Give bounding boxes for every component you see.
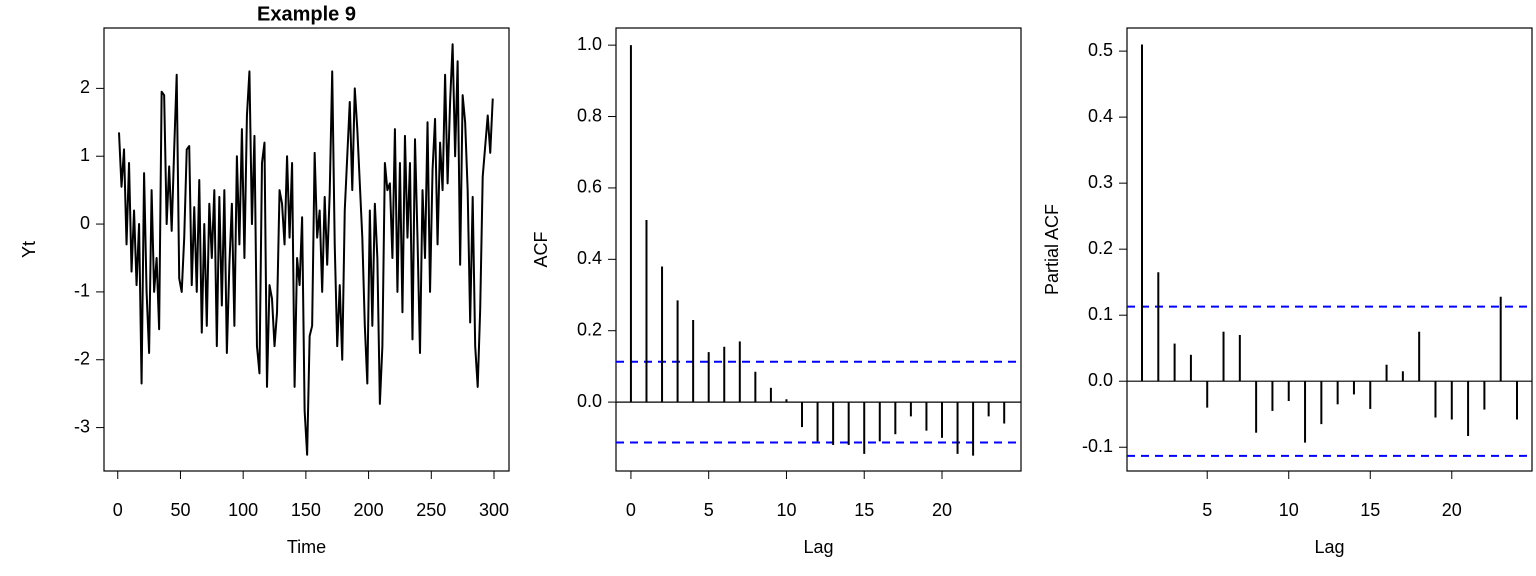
y-tick-label: 0.2 [577,319,602,339]
x-tick-label: 20 [1442,500,1462,520]
y-tick-label: 0.4 [1088,106,1113,126]
y-axis-label: Yt [19,241,39,258]
x-axis-label: Lag [803,537,833,557]
x-tick-label: 0 [626,500,636,520]
x-tick-label: 300 [479,500,509,520]
y-tick-label: 0.8 [577,105,602,125]
y-tick-label: 0.0 [1088,370,1113,390]
y-tick-label: 2 [80,77,90,97]
y-axis-label: Partial ACF [1042,204,1062,295]
x-tick-label: 10 [1279,500,1299,520]
y-tick-label: 0.5 [1088,40,1113,60]
y-tick-label: 0.2 [1088,238,1113,258]
chart-title: Example 9 [257,3,356,25]
y-tick-label: -0.1 [1082,436,1113,456]
x-tick-label: 200 [354,500,384,520]
x-tick-label: 150 [291,500,321,520]
x-tick-label: 15 [854,500,874,520]
x-tick-label: 5 [704,500,714,520]
y-tick-label: 1.0 [577,34,602,54]
y-tick-label: 0.1 [1088,304,1113,324]
y-tick-label: -1 [74,281,90,301]
y-tick-label: 0.6 [577,177,602,197]
x-tick-label: 0 [113,500,123,520]
y-axis-label: ACF [531,231,551,267]
x-axis-label: Lag [1314,537,1344,557]
plot-frame [1126,27,1533,472]
y-tick-label: 1 [80,145,90,165]
x-tick-label: 15 [1360,500,1380,520]
x-tick-label: 5 [1202,500,1212,520]
y-tick-label: 0.0 [577,391,602,411]
y-tick-label: 0.4 [577,248,602,268]
x-axis-label: Time [287,537,326,557]
y-tick-label: 0 [80,213,90,233]
plot-frame [615,27,1022,472]
series-line [118,43,494,456]
x-tick-label: 10 [776,500,796,520]
y-tick-label: 0.3 [1088,172,1113,192]
y-tick-label: -3 [74,416,90,436]
x-tick-label: 50 [170,500,190,520]
y-tick-label: -2 [74,348,90,368]
plot-frame [103,27,510,472]
x-tick-label: 20 [932,500,952,520]
x-tick-label: 250 [416,500,446,520]
x-tick-label: 100 [228,500,258,520]
